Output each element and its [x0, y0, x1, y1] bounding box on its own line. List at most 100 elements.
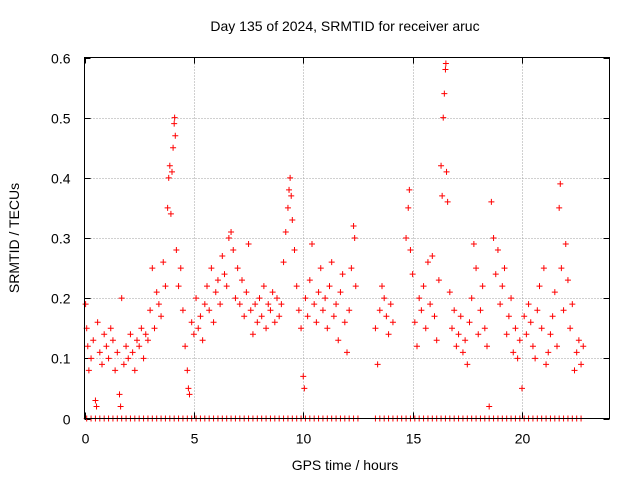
data-point — [125, 355, 132, 362]
data-point — [131, 367, 138, 374]
data-point — [551, 289, 558, 296]
data-point — [206, 307, 213, 314]
data-point — [276, 313, 283, 320]
data-points — [82, 60, 587, 422]
data-point — [175, 283, 182, 290]
data-point — [562, 241, 569, 248]
data-point — [335, 337, 342, 344]
data-point — [346, 307, 353, 314]
data-point — [136, 343, 143, 350]
data-point — [424, 259, 431, 266]
data-point — [341, 319, 348, 326]
data-point — [494, 247, 501, 254]
data-point — [116, 391, 123, 398]
data-point — [339, 271, 346, 278]
y-tick-label: 0.4 — [51, 171, 71, 187]
data-point — [85, 367, 92, 374]
data-point — [134, 337, 140, 344]
data-point — [510, 349, 517, 356]
data-point — [389, 319, 396, 326]
data-point — [103, 343, 110, 350]
data-point — [117, 403, 124, 410]
data-point — [151, 325, 158, 332]
data-point — [453, 343, 460, 350]
data-point — [351, 235, 358, 241]
data-point — [414, 343, 420, 350]
data-point — [129, 349, 136, 356]
data-point — [302, 295, 309, 302]
grid — [84, 57, 610, 419]
data-point — [372, 325, 379, 332]
data-point — [433, 337, 440, 344]
data-point — [564, 277, 571, 284]
data-point — [228, 228, 235, 235]
data-point — [516, 337, 523, 344]
data-point — [560, 307, 567, 314]
data-point — [444, 198, 451, 205]
data-point — [442, 66, 449, 73]
data-point — [265, 301, 272, 308]
data-point — [260, 283, 267, 290]
data-point — [197, 313, 204, 320]
data-point — [158, 313, 165, 320]
data-point — [304, 313, 311, 320]
data-point — [326, 283, 333, 290]
data-point — [319, 307, 326, 314]
data-point — [464, 361, 471, 368]
data-point — [282, 228, 289, 235]
y-tick-label: 0.5 — [51, 111, 71, 127]
data-point — [313, 319, 320, 326]
data-point — [142, 331, 149, 338]
data-point — [221, 271, 228, 278]
data-point — [258, 313, 265, 320]
data-point — [105, 355, 112, 362]
data-point — [188, 319, 195, 326]
data-point — [291, 247, 298, 254]
data-point — [350, 222, 357, 229]
data-point — [328, 259, 335, 266]
x-tick-label: 10 — [296, 431, 312, 447]
data-point — [473, 265, 480, 272]
data-point — [123, 343, 130, 350]
data-point — [379, 283, 385, 290]
data-point — [427, 301, 434, 308]
data-point — [407, 247, 414, 254]
data-point — [521, 313, 528, 320]
data-point — [440, 114, 447, 121]
data-point — [573, 349, 580, 356]
data-point — [309, 241, 315, 248]
data-point — [243, 289, 250, 296]
data-point — [140, 355, 147, 362]
data-point — [578, 361, 585, 368]
x-tick-label: 20 — [515, 431, 531, 447]
data-point — [210, 319, 217, 326]
data-point — [245, 241, 252, 248]
data-point — [508, 295, 515, 302]
data-point — [385, 331, 392, 338]
data-point — [486, 403, 493, 410]
data-point — [84, 343, 91, 350]
data-point — [492, 271, 499, 278]
data-point — [263, 325, 270, 332]
data-point — [179, 307, 186, 314]
data-point — [324, 325, 331, 332]
data-point — [479, 283, 486, 290]
data-point — [418, 307, 425, 314]
data-point — [190, 331, 197, 338]
data-point — [348, 265, 355, 272]
data-point — [449, 325, 455, 332]
data-point — [431, 313, 438, 320]
data-point — [429, 253, 436, 260]
data-point — [503, 331, 510, 338]
data-point — [182, 343, 189, 350]
data-point — [269, 289, 276, 296]
data-point — [164, 204, 171, 211]
data-point — [571, 367, 578, 374]
data-point — [214, 277, 221, 284]
y-tick-label: 0 — [63, 412, 71, 428]
data-point — [153, 289, 160, 296]
data-point — [160, 259, 167, 266]
data-point — [441, 90, 448, 97]
data-point — [301, 385, 308, 392]
